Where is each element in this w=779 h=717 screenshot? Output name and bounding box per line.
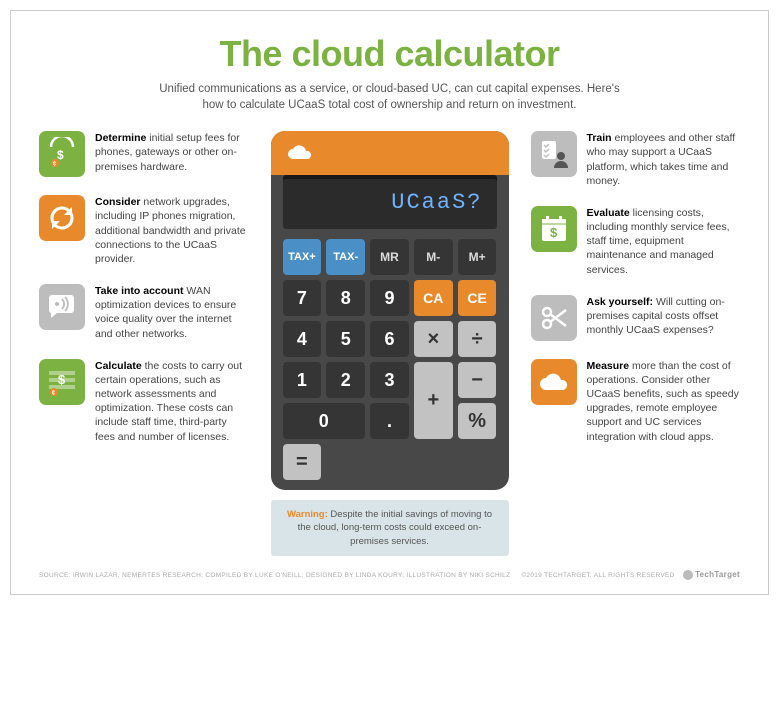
calc-key-6[interactable]: 6 [370, 321, 409, 357]
cloud-icon [285, 143, 315, 163]
list-item: Ask yourself: Will cutting on-premises c… [531, 295, 741, 341]
list-item: Consider network upgrades, including IP … [39, 195, 249, 266]
refresh-icon [39, 195, 85, 241]
calc-key-m[interactable]: M- [414, 239, 453, 275]
wifi-bubble-icon [39, 284, 85, 330]
calc-key-1[interactable]: 1 [283, 362, 322, 398]
list-item: Measure more than the cost of operations… [531, 359, 741, 444]
calc-key-8[interactable]: 8 [326, 280, 365, 316]
calc-key-4[interactable]: 4 [283, 321, 322, 357]
list-item: $ Evaluate licensing costs, including mon… [531, 206, 741, 277]
calc-key-0[interactable]: 0 [283, 403, 366, 439]
infographic-frame: The cloud calculator Unified communicati… [10, 10, 769, 595]
money-gauge-icon: $¢ [39, 131, 85, 177]
calc-key-tax[interactable]: TAX+ [283, 239, 322, 275]
calc-key-3[interactable]: 3 [370, 362, 409, 398]
footer-credits: SOURCE: IRWIN LAZAR, NEMERTES RESEARCH; … [39, 572, 510, 579]
calendar-money-icon: $ [531, 206, 577, 252]
scissors-icon [531, 295, 577, 341]
item-text: Train employees and other staff who may … [587, 131, 741, 188]
cloud-icon [531, 359, 577, 405]
footer: SOURCE: IRWIN LAZAR, NEMERTES RESEARCH; … [39, 570, 740, 580]
calc-key-mr[interactable]: MR [370, 239, 409, 275]
calc-key-7[interactable]: 7 [283, 280, 322, 316]
item-bold: Measure [587, 360, 630, 372]
warning-label: Warning: [287, 509, 328, 520]
item-bold: Train [587, 132, 612, 144]
item-rest: the costs to carry out certain operation… [95, 360, 242, 443]
item-text: Consider network upgrades, including IP … [95, 195, 249, 266]
calc-key-[interactable]: − [458, 362, 497, 398]
item-bold: Calculate [95, 360, 142, 372]
calculator-header [271, 131, 509, 175]
calc-key-2[interactable]: 2 [326, 362, 365, 398]
item-bold: Ask yourself: [587, 296, 654, 308]
money-bars-icon: $¢ [39, 359, 85, 405]
calculator-keys: TAX+TAX-MRM-M+ 789CACE 456×÷ 123+− 0.% = [283, 239, 497, 480]
list-item: $¢Determine initial setup fees for phone… [39, 131, 249, 177]
calc-key-[interactable]: . [370, 403, 409, 439]
svg-text:$: $ [57, 148, 64, 162]
item-bold: Take into account [95, 285, 184, 297]
svg-text:$: $ [58, 372, 66, 387]
item-text: Ask yourself: Will cutting on-premises c… [587, 295, 741, 338]
item-bold: Consider [95, 196, 141, 208]
calc-key-ce[interactable]: CE [458, 280, 497, 316]
item-bold: Evaluate [587, 207, 630, 219]
calc-key-5[interactable]: 5 [326, 321, 365, 357]
calc-key-[interactable]: × [414, 321, 453, 357]
svg-text:¢: ¢ [52, 390, 56, 397]
item-bold: Determine [95, 132, 146, 144]
techtarget-logo: TechTarget [683, 570, 740, 579]
item-text: Evaluate licensing costs, including mont… [587, 206, 741, 277]
list-item: Train employees and other staff who may … [531, 131, 741, 188]
svg-text:¢: ¢ [53, 161, 57, 168]
item-text: Calculate the costs to carry out certain… [95, 359, 249, 444]
calculator-display: UCaaS? [283, 175, 497, 229]
page-title: The cloud calculator [39, 33, 740, 75]
calc-key-9[interactable]: 9 [370, 280, 409, 316]
calc-key-m[interactable]: M+ [458, 239, 497, 275]
item-text: Take into account WAN optimization devic… [95, 284, 249, 341]
calc-key-tax[interactable]: TAX- [326, 239, 365, 275]
left-column: $¢Determine initial setup fees for phone… [39, 131, 249, 444]
page-subtitle: Unified communications as a service, or … [150, 81, 630, 113]
calc-key-ca[interactable]: CA [414, 280, 453, 316]
calc-key-[interactable]: % [458, 403, 497, 439]
item-text: Measure more than the cost of operations… [587, 359, 741, 444]
footer-rights: ©2019 TECHTARGET. ALL RIGHTS RESERVED [521, 572, 674, 579]
svg-text:$: $ [550, 225, 558, 240]
calculator: UCaaS? TAX+TAX-MRM-M+ 789CACE 456×÷ 123+− 0.… [271, 131, 509, 490]
list-item: $¢Calculate the costs to carry out certa… [39, 359, 249, 444]
main-layout: $¢Determine initial setup fees for phone… [39, 131, 740, 556]
item-text: Determine initial setup fees for phones,… [95, 131, 249, 174]
calc-key-[interactable]: ÷ [458, 321, 497, 357]
list-item: Take into account WAN optimization devic… [39, 284, 249, 341]
calc-key-[interactable]: + [414, 362, 453, 439]
checklist-person-icon [531, 131, 577, 177]
right-column: Train employees and other staff who may … [531, 131, 741, 444]
item-rest: more than the cost of operations. Consid… [587, 360, 739, 443]
calc-key-[interactable]: = [283, 444, 322, 480]
warning-box: Warning: Despite the initial savings of … [271, 500, 509, 556]
footer-right: ©2019 TECHTARGET. ALL RIGHTS RESERVED Te… [521, 570, 740, 580]
center-column: UCaaS? TAX+TAX-MRM-M+ 789CACE 456×÷ 123+− 0.… [271, 131, 509, 556]
